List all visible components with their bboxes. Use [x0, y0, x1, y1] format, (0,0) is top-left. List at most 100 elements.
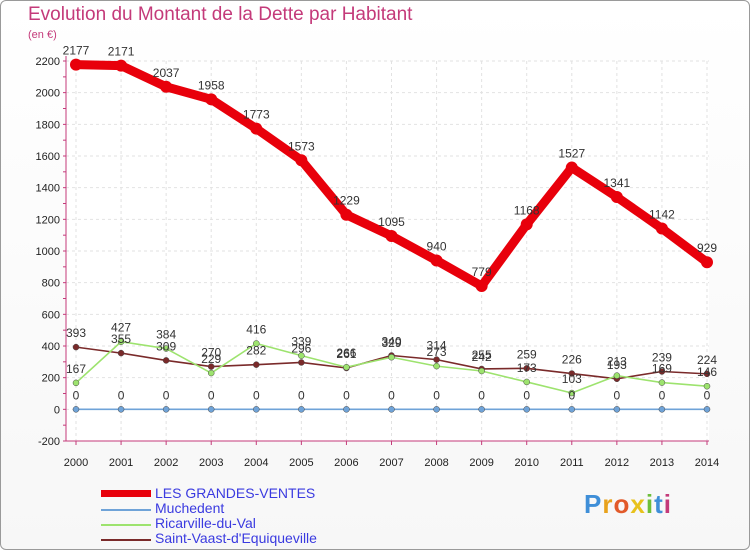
data-point [658, 368, 666, 375]
x-tick-label: 2012 [605, 457, 629, 469]
data-point [703, 382, 711, 390]
x-tick-label: 2013 [650, 457, 674, 469]
y-tick-label: 1400 [36, 183, 60, 195]
data-point [343, 363, 350, 371]
logo-letter: t [654, 489, 664, 519]
data-point [613, 372, 621, 379]
data-point [205, 93, 218, 106]
data-point [701, 256, 713, 269]
x-tick-label: 2006 [334, 457, 358, 469]
data-point [433, 362, 440, 370]
data-label: 0 [73, 388, 80, 402]
data-label: 266 [336, 346, 356, 360]
data-label: 0 [523, 388, 530, 402]
data-label: 229 [201, 352, 221, 366]
data-label: 339 [291, 335, 311, 349]
data-label: 259 [517, 347, 537, 361]
data-label: 1958 [198, 78, 225, 92]
data-point [568, 370, 576, 377]
data-label: 0 [568, 388, 575, 402]
data-label: 1229 [333, 194, 360, 208]
data-label: 940 [427, 240, 447, 254]
data-point [523, 378, 530, 386]
data-point [568, 406, 576, 413]
x-tick-label: 2004 [244, 457, 268, 469]
data-point [658, 406, 666, 413]
data-label: 167 [66, 362, 86, 376]
legend-swatch [101, 490, 151, 497]
data-label: 355 [111, 332, 131, 346]
data-label: 1168 [514, 203, 540, 217]
data-label: 2037 [153, 66, 180, 80]
data-label: 193 [607, 358, 627, 372]
data-point [72, 379, 80, 387]
data-point [385, 229, 398, 242]
data-label: 0 [343, 388, 350, 402]
logo-letter: x [630, 489, 646, 519]
logo-letter: P [584, 489, 603, 519]
data-label: 1142 [649, 208, 675, 222]
data-point [655, 222, 668, 235]
data-point [388, 406, 395, 413]
data-point [388, 353, 395, 361]
data-label: 1573 [288, 139, 315, 153]
data-point [207, 369, 215, 377]
y-tick-label: 1600 [36, 151, 60, 163]
data-point [433, 356, 440, 363]
data-point [610, 191, 623, 204]
data-point [207, 363, 215, 370]
data-point [565, 161, 578, 174]
x-tick-label: 2005 [289, 457, 313, 469]
x-tick-label: 2009 [469, 457, 493, 469]
data-point [253, 406, 260, 413]
data-label: 2171 [108, 45, 135, 59]
data-point [703, 406, 711, 413]
data-point [478, 367, 485, 375]
data-label: 282 [246, 344, 266, 358]
data-point [298, 352, 305, 359]
x-tick-label: 2002 [154, 457, 178, 469]
data-point [298, 406, 305, 413]
x-tick-label: 2007 [379, 457, 403, 469]
data-label: 0 [118, 388, 125, 402]
data-point [162, 406, 170, 413]
data-label: 1341 [604, 176, 631, 190]
y-tick-label: 2200 [36, 56, 60, 68]
line-chart: -200020040060080010001200140016001800200… [36, 44, 720, 469]
chart-title: Evolution du Montant de la Dette par Hab… [28, 4, 413, 25]
data-label: 416 [246, 322, 266, 336]
y-tick-label: 800 [42, 278, 60, 290]
data-label: 309 [156, 339, 176, 353]
data-point [253, 361, 260, 368]
y-tick-label: 600 [42, 309, 60, 321]
data-label: 1527 [558, 147, 585, 161]
legend-swatch [101, 524, 151, 526]
data-label: 0 [388, 388, 395, 402]
data-label: 239 [652, 350, 672, 364]
x-tick-label: 2003 [199, 457, 223, 469]
data-point [162, 345, 170, 352]
data-label: 779 [472, 265, 492, 279]
data-point [207, 406, 215, 413]
data-label: 1773 [243, 108, 270, 122]
x-tick-label: 2010 [514, 457, 538, 469]
data-label: 213 [607, 355, 627, 369]
data-label: 384 [156, 328, 176, 342]
data-point [523, 365, 530, 372]
data-label: 173 [517, 361, 537, 375]
legend-label: LES GRANDES-VENTES [155, 485, 316, 501]
logo-letter: r [602, 489, 614, 519]
y-tick-label: 200 [42, 373, 60, 385]
data-label: 0 [614, 388, 621, 402]
y-tick-label: 1800 [36, 119, 60, 131]
x-tick-label: 2011 [560, 457, 584, 469]
logo-letter: i [645, 489, 655, 519]
data-label: 296 [291, 341, 311, 355]
y-tick-label: 2000 [36, 88, 60, 100]
data-point [343, 406, 350, 413]
data-label: 242 [472, 350, 492, 364]
data-point [253, 340, 260, 347]
data-point [658, 379, 666, 386]
x-tick-label: 2014 [695, 457, 719, 469]
data-label: 103 [562, 372, 582, 386]
